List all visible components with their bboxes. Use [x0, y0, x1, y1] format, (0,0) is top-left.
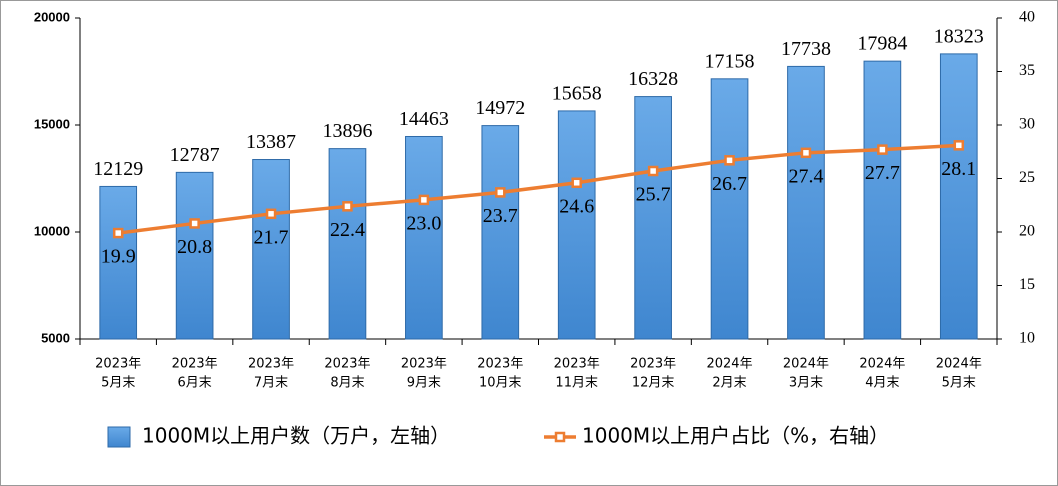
bar [863, 60, 902, 340]
x-tick-label: 2月末 [712, 376, 746, 391]
x-tick-label: 2023年 [401, 357, 447, 372]
line-marker [724, 155, 735, 166]
y2-tick-label: 10 [1019, 330, 1035, 347]
bar-value-label: 15658 [552, 83, 602, 105]
bar-value-label: 17738 [781, 38, 831, 60]
x-tick-label: 2023年 [630, 357, 676, 372]
x-tick-label: 4月末 [865, 376, 899, 391]
y2-tick-label: 15 [1019, 276, 1035, 293]
y-tick-label: 10000 [34, 223, 70, 238]
line-value-label: 22.4 [330, 219, 365, 241]
bar [405, 135, 443, 340]
y-tick-label: 5000 [41, 330, 70, 345]
bar-value-label: 14972 [475, 97, 525, 119]
x-tick-label: 2023年 [248, 357, 294, 372]
line-marker [495, 187, 506, 198]
x-tick-label: 7月末 [254, 376, 288, 391]
y-tick-label: 15000 [34, 116, 70, 131]
legend-label: 1000M以上用户占比（%，右轴） [582, 424, 889, 448]
bar-value-label: 16328 [628, 68, 678, 90]
bar [787, 65, 825, 340]
line-value-label: 26.7 [712, 173, 747, 195]
line-marker [647, 165, 659, 177]
line-marker [571, 177, 582, 189]
legend-label: 1000M以上用户数（万户，左轴） [142, 424, 450, 448]
line-value-label: 28.1 [941, 158, 976, 180]
bar-value-label: 18323 [934, 25, 984, 47]
bar-value-label: 17984 [857, 33, 907, 55]
legend-swatch [107, 426, 131, 448]
line-marker [265, 208, 277, 220]
bar-value-label: 12787 [170, 144, 220, 166]
line-marker [342, 201, 353, 212]
line-value-label: 25.7 [636, 184, 671, 206]
bar-value-label: 12129 [93, 158, 143, 180]
legend-swatch [554, 431, 566, 443]
x-tick-label: 6月末 [177, 376, 211, 391]
x-tick-label: 2024年 [936, 357, 982, 372]
bar-value-label: 14463 [399, 108, 449, 130]
x-tick-label: 2024年 [783, 357, 829, 372]
y2-tick-label: 30 [1019, 116, 1035, 133]
bar-value-label: 13387 [246, 131, 296, 153]
line-value-label: 19.9 [101, 246, 136, 268]
line-value-label: 27.4 [788, 165, 823, 187]
y2-tick-label: 25 [1019, 169, 1035, 186]
line-value-label: 23.7 [483, 205, 518, 227]
y-tick-label: 20000 [34, 9, 70, 24]
x-tick-label: 2023年 [477, 357, 523, 372]
x-tick-label: 10月末 [479, 376, 522, 391]
x-tick-label: 3月末 [789, 376, 823, 391]
y2-tick-label: 35 [1019, 62, 1035, 79]
y2-tick-label: 40 [1019, 9, 1035, 26]
x-tick-label: 2023年 [324, 357, 370, 372]
line-marker [800, 147, 812, 159]
line [117, 143, 959, 235]
x-tick-label: 12月末 [632, 376, 675, 391]
x-tick-label: 2023年 [95, 357, 141, 372]
line-marker [418, 194, 430, 206]
line-value-label: 23.0 [406, 212, 441, 234]
bar [634, 96, 672, 340]
x-tick-label: 2024年 [706, 357, 752, 372]
y2-tick-label: 20 [1019, 223, 1035, 240]
x-tick-label: 8月末 [330, 376, 364, 391]
x-tick-label: 2024年 [859, 357, 905, 372]
bar [99, 185, 138, 340]
line-value-label: 21.7 [254, 226, 289, 248]
x-tick-label: 5月末 [101, 376, 135, 391]
line-value-label: 24.6 [559, 195, 594, 217]
x-tick-label: 11月末 [555, 376, 598, 391]
bar [175, 171, 214, 340]
x-tick-label: 9月末 [407, 376, 441, 391]
line-value-label: 27.7 [865, 162, 900, 184]
bar [252, 159, 290, 340]
bar [939, 53, 978, 340]
line-marker [877, 144, 888, 155]
line-value-label: 20.8 [177, 236, 212, 258]
line-marker [189, 218, 200, 229]
line-marker [112, 227, 124, 239]
bar [328, 148, 367, 340]
bar-value-label: 13896 [322, 120, 372, 142]
bar [710, 78, 749, 340]
x-tick-label: 5月末 [942, 376, 976, 391]
x-tick-label: 2023年 [172, 357, 218, 372]
line-marker [953, 140, 965, 151]
bar [557, 110, 596, 340]
x-tick-label: 2023年 [554, 357, 600, 372]
bar-value-label: 17158 [705, 50, 755, 72]
bar [481, 125, 520, 340]
